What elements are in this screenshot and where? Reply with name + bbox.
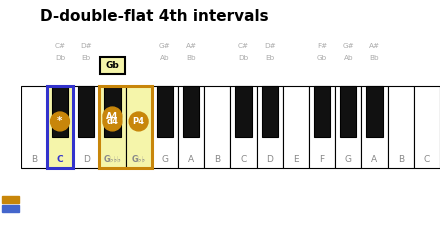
Text: B: B [214, 155, 220, 164]
Text: P4: P4 [132, 117, 145, 126]
Bar [361, 86, 388, 168]
Text: Bb: Bb [370, 55, 379, 61]
Text: C: C [424, 155, 430, 164]
Text: G: G [345, 155, 352, 164]
Text: D-double-flat 4th intervals: D-double-flat 4th intervals [40, 9, 268, 24]
Bar [73, 86, 99, 168]
Bar [47, 86, 73, 168]
Text: *: * [57, 117, 62, 126]
Bar [2, 205, 18, 212]
Bar [152, 86, 178, 168]
Bar [47, 86, 73, 168]
Circle shape [103, 112, 122, 131]
Text: Eb: Eb [81, 55, 91, 61]
Text: D: D [83, 155, 90, 164]
Bar [257, 86, 283, 168]
Text: Db: Db [55, 55, 65, 61]
Text: Eb: Eb [265, 55, 274, 61]
Bar [335, 86, 361, 168]
Text: G#: G# [342, 43, 354, 49]
Text: D#: D# [81, 43, 92, 49]
Bar [314, 86, 330, 137]
Text: A4: A4 [106, 112, 119, 121]
Circle shape [51, 112, 70, 131]
Bar [235, 86, 252, 137]
Bar [104, 86, 121, 137]
Text: C#: C# [238, 43, 249, 49]
FancyBboxPatch shape [100, 57, 125, 74]
Circle shape [103, 107, 122, 126]
Bar [157, 86, 173, 137]
Text: A#: A# [369, 43, 380, 49]
Text: Gb: Gb [317, 55, 327, 61]
Text: basicmusictheory.com: basicmusictheory.com [8, 80, 13, 145]
Bar [204, 86, 231, 168]
Bar [99, 86, 152, 168]
Bar [21, 86, 47, 168]
Text: G♭♭♭: G♭♭♭ [103, 155, 121, 164]
Text: d4: d4 [106, 117, 118, 126]
Bar [2, 196, 18, 202]
Bar [178, 86, 204, 168]
Text: Db: Db [238, 55, 249, 61]
Bar [261, 86, 278, 137]
Bar [309, 86, 335, 168]
Text: Bb: Bb [186, 55, 196, 61]
Text: F: F [319, 155, 325, 164]
Text: G♭♭: G♭♭ [132, 155, 146, 164]
Text: C: C [57, 155, 63, 164]
Bar [183, 86, 199, 137]
Bar [367, 86, 383, 137]
Text: C#: C# [55, 43, 66, 49]
Bar [78, 86, 94, 137]
Text: D: D [266, 155, 273, 164]
Bar [125, 86, 152, 168]
Bar [283, 86, 309, 168]
Text: B: B [31, 155, 37, 164]
Text: G#: G# [159, 43, 171, 49]
Bar [52, 86, 68, 137]
Circle shape [129, 112, 148, 131]
Text: A: A [188, 155, 194, 164]
Text: Gb: Gb [106, 61, 119, 70]
Bar [388, 86, 414, 168]
Text: A#: A# [186, 43, 197, 49]
Text: E: E [293, 155, 299, 164]
Text: B: B [398, 155, 404, 164]
Bar [414, 86, 440, 168]
Text: F#: F# [317, 43, 327, 49]
Bar [340, 86, 356, 137]
Text: G: G [161, 155, 169, 164]
Text: Ab: Ab [160, 55, 170, 61]
Text: A: A [371, 155, 378, 164]
Bar [99, 86, 125, 168]
Text: Ab: Ab [344, 55, 353, 61]
Text: C: C [240, 155, 246, 164]
Text: D#: D# [264, 43, 275, 49]
Bar [231, 86, 257, 168]
